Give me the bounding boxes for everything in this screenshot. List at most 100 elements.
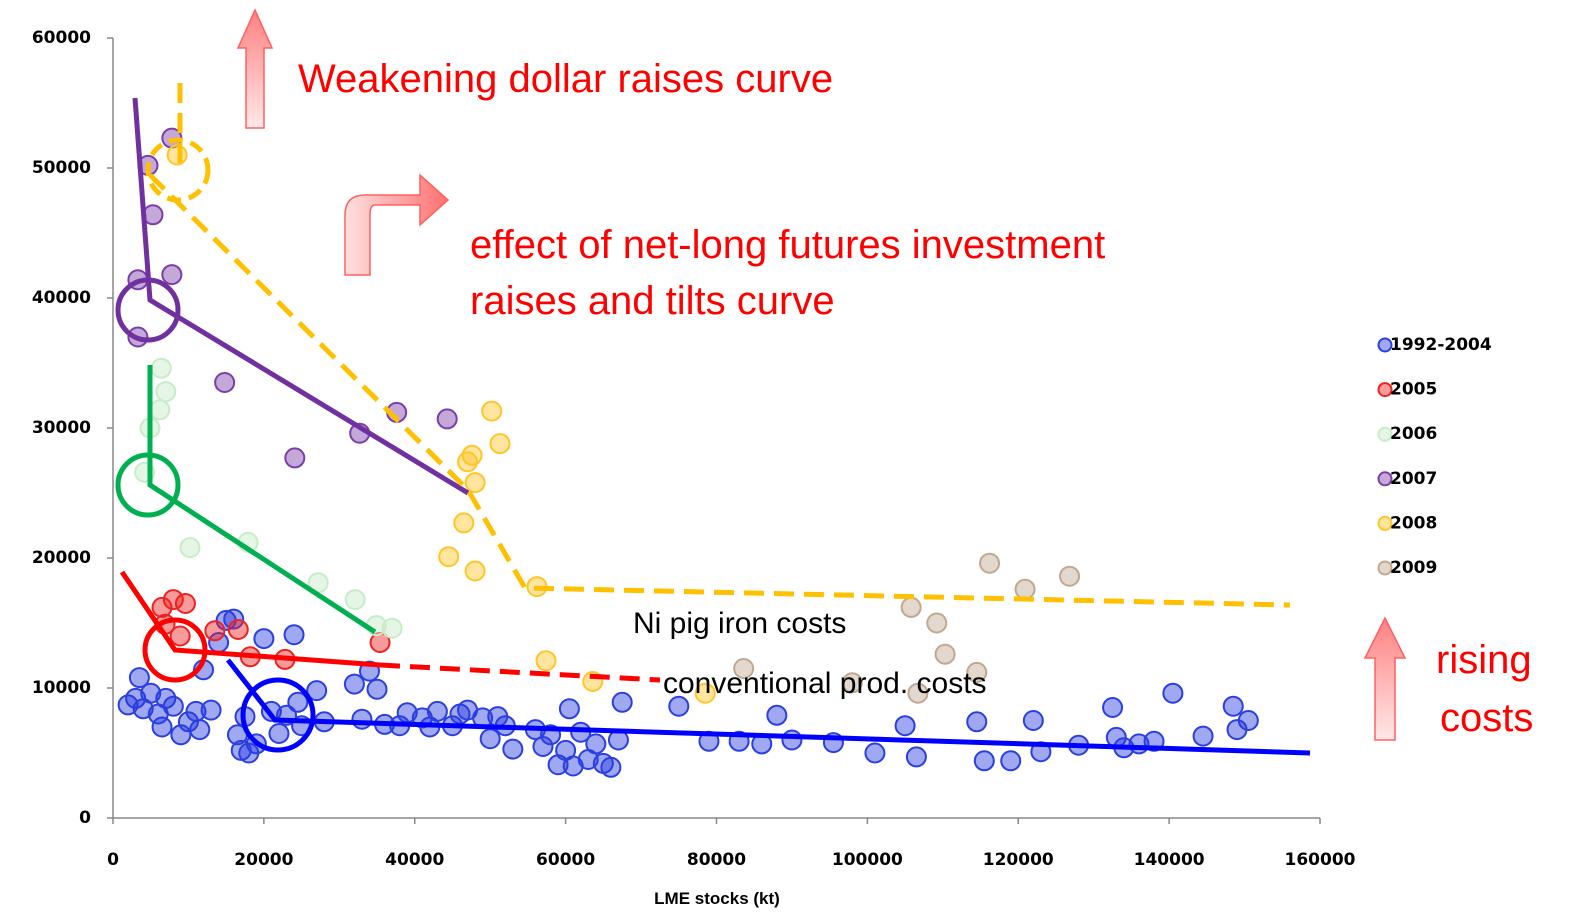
point bbox=[227, 619, 249, 640]
point bbox=[177, 711, 199, 733]
trend-2005 bbox=[119, 570, 381, 668]
point bbox=[905, 746, 927, 768]
arrow-curved bbox=[344, 173, 450, 276]
x-tick-label: 120000 bbox=[983, 850, 1054, 870]
point bbox=[169, 625, 191, 647]
point bbox=[179, 537, 201, 559]
point bbox=[223, 608, 245, 630]
x-tick-label: 60000 bbox=[536, 850, 595, 870]
point bbox=[558, 698, 580, 720]
legend-marker bbox=[1377, 515, 1393, 531]
x-tick-label: 160000 bbox=[1285, 850, 1356, 870]
point bbox=[966, 711, 988, 733]
point bbox=[174, 593, 196, 614]
y-tick-label: 50000 bbox=[32, 158, 91, 178]
y-tick-label: 20000 bbox=[32, 548, 91, 568]
annotation: effect of net-long futures investment bbox=[470, 223, 1105, 267]
point bbox=[283, 624, 305, 646]
circle-2006 bbox=[115, 452, 181, 518]
point bbox=[611, 691, 633, 713]
point bbox=[453, 512, 475, 534]
point bbox=[585, 733, 607, 755]
point bbox=[436, 408, 458, 430]
x-tick-label: 80000 bbox=[687, 850, 746, 870]
x-tick-label: 40000 bbox=[385, 850, 444, 870]
point bbox=[155, 381, 177, 403]
y-tick-label: 40000 bbox=[32, 288, 91, 308]
point bbox=[426, 700, 448, 722]
trend-2005-dashed bbox=[379, 662, 661, 683]
point bbox=[253, 628, 275, 650]
point bbox=[1222, 695, 1244, 717]
point bbox=[381, 617, 403, 639]
point bbox=[166, 144, 188, 166]
point bbox=[973, 750, 995, 772]
point bbox=[532, 736, 554, 757]
point bbox=[1162, 682, 1184, 704]
annotation: conventional prod. costs bbox=[663, 667, 987, 700]
x-tick-label: 0 bbox=[107, 850, 119, 870]
point bbox=[979, 552, 1001, 574]
point bbox=[162, 589, 184, 611]
legend-marker bbox=[1377, 337, 1393, 353]
point bbox=[162, 695, 184, 717]
point bbox=[149, 399, 171, 421]
x-tick-label: 100000 bbox=[832, 850, 903, 870]
point bbox=[343, 673, 365, 695]
point bbox=[781, 729, 803, 751]
y-tick-label: 0 bbox=[79, 808, 91, 828]
legend-marker bbox=[1377, 382, 1393, 398]
plot-area: 0 10000 20000 30000 40000 50000 60000 0 20000 400… bbox=[32, 28, 1492, 870]
point bbox=[1059, 565, 1081, 587]
x-tick-label: 140000 bbox=[1134, 850, 1205, 870]
point bbox=[351, 708, 373, 730]
point bbox=[457, 451, 479, 473]
point bbox=[200, 699, 222, 721]
arrow-up-right bbox=[1363, 616, 1407, 741]
circle-2008 bbox=[145, 137, 211, 203]
point bbox=[907, 682, 929, 704]
legend-marker bbox=[1377, 471, 1393, 487]
point bbox=[1102, 697, 1124, 718]
annotation: Ni pig iron costs bbox=[633, 607, 846, 640]
trend-lines bbox=[115, 83, 1311, 756]
point bbox=[287, 691, 309, 713]
point bbox=[284, 447, 306, 469]
trend-1992-2004 bbox=[226, 658, 1311, 756]
x-axis-label: LME stocks (kt) bbox=[654, 889, 780, 908]
series bbox=[166, 144, 716, 704]
point bbox=[934, 643, 956, 665]
point bbox=[151, 716, 173, 738]
point bbox=[268, 723, 290, 744]
point bbox=[841, 672, 863, 694]
point bbox=[894, 715, 916, 737]
point bbox=[479, 728, 501, 750]
point bbox=[369, 632, 391, 653]
point bbox=[1237, 710, 1259, 731]
point bbox=[1022, 710, 1044, 731]
y-tick-label: 10000 bbox=[32, 678, 91, 698]
series bbox=[117, 608, 1259, 778]
annotation: rising bbox=[1436, 638, 1532, 682]
arrow-up bbox=[236, 8, 274, 129]
point bbox=[189, 719, 211, 741]
point bbox=[694, 682, 716, 704]
annotation: costs bbox=[1440, 696, 1533, 740]
point bbox=[366, 678, 388, 700]
point bbox=[214, 372, 236, 393]
point bbox=[668, 695, 690, 717]
point bbox=[481, 400, 503, 422]
legend-label: 2007 bbox=[1390, 469, 1437, 489]
point bbox=[864, 742, 886, 764]
circle-2005 bbox=[142, 617, 208, 683]
point bbox=[733, 658, 755, 679]
point bbox=[306, 680, 328, 702]
legend-label: 2009 bbox=[1390, 558, 1437, 578]
point bbox=[966, 661, 988, 683]
point bbox=[926, 612, 948, 634]
point bbox=[150, 357, 172, 379]
point bbox=[535, 650, 557, 672]
legend-marker bbox=[1377, 426, 1393, 442]
point bbox=[1000, 750, 1022, 772]
